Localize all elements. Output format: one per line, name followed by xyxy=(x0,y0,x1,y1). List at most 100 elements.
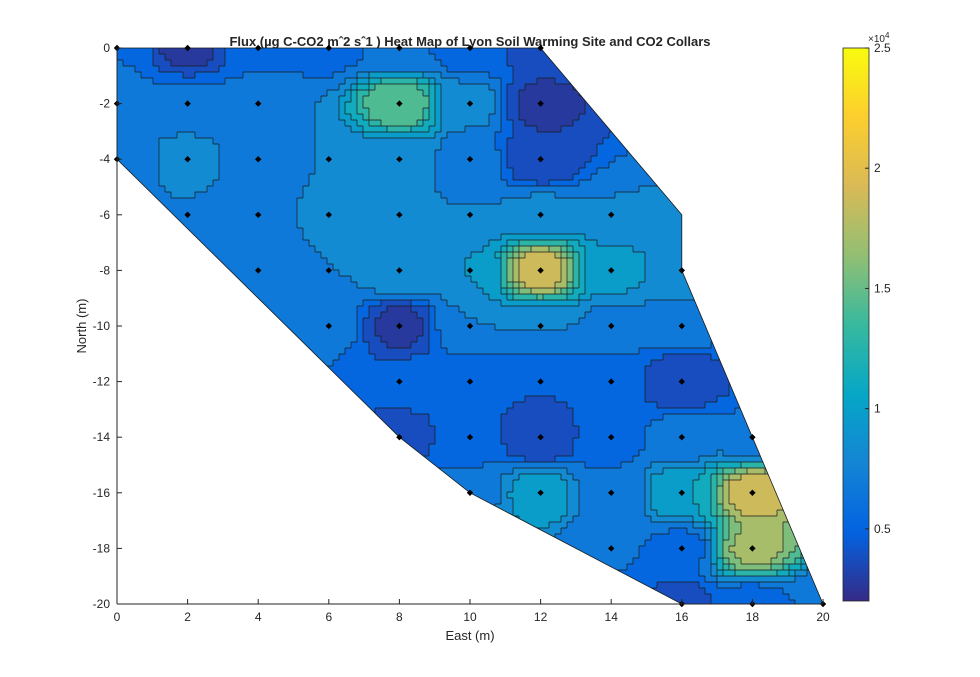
flux-cell xyxy=(213,228,220,235)
flux-cell xyxy=(291,270,298,277)
flux-cell xyxy=(549,138,556,145)
flux-cell xyxy=(651,90,658,97)
flux-cell xyxy=(213,144,220,151)
flux-cell xyxy=(603,108,610,115)
flux-cell xyxy=(297,72,304,79)
flux-cell xyxy=(687,252,694,259)
flux-cell xyxy=(399,192,406,199)
flux-cell xyxy=(783,252,790,259)
flux-cell xyxy=(273,66,280,73)
flux-cell xyxy=(243,174,250,181)
flux-cell xyxy=(585,84,592,91)
flux-cell xyxy=(363,222,370,229)
flux-cell xyxy=(375,150,382,157)
flux-cell xyxy=(297,246,304,253)
flux-cell xyxy=(201,300,208,307)
flux-cell xyxy=(657,228,664,235)
flux-cell xyxy=(267,156,274,163)
flux-cell xyxy=(513,138,520,145)
flux-cell xyxy=(279,216,286,223)
flux-cell xyxy=(543,180,550,187)
flux-cell xyxy=(273,180,280,187)
flux-cell xyxy=(291,84,298,91)
flux-cell xyxy=(315,108,322,115)
flux-cell xyxy=(657,78,664,85)
flux-cell xyxy=(615,180,622,187)
flux-cell xyxy=(303,216,310,223)
flux-cell xyxy=(651,72,658,79)
flux-cell xyxy=(327,180,334,187)
flux-cell xyxy=(819,48,823,55)
flux-cell xyxy=(525,54,532,61)
flux-cell xyxy=(741,102,748,109)
flux-cell xyxy=(411,126,418,133)
flux-cell xyxy=(279,108,286,115)
flux-cell xyxy=(789,210,796,217)
flux-cell xyxy=(759,144,766,151)
flux-cell xyxy=(693,78,700,85)
flux-cell xyxy=(303,78,310,85)
flux-cell xyxy=(507,180,514,187)
flux-cell xyxy=(543,174,550,181)
flux-cell xyxy=(537,54,544,61)
flux-cell xyxy=(435,126,442,133)
flux-cell xyxy=(711,276,718,283)
flux-cell xyxy=(621,192,628,199)
flux-cell xyxy=(771,270,778,277)
flux-cell xyxy=(735,78,742,85)
flux-cell xyxy=(321,156,328,163)
flux-cell xyxy=(615,66,622,73)
flux-cell xyxy=(693,180,700,187)
flux-cell xyxy=(765,288,772,295)
flux-cell xyxy=(477,258,484,265)
flux-cell xyxy=(735,132,742,139)
flux-cell xyxy=(741,96,748,103)
flux-cell xyxy=(375,216,382,223)
flux-cell xyxy=(687,228,694,235)
flux-cell xyxy=(195,198,202,205)
flux-cell xyxy=(603,90,610,97)
flux-cell xyxy=(219,126,226,133)
flux-cell xyxy=(129,222,136,229)
flux-cell xyxy=(687,102,694,109)
flux-cell xyxy=(195,60,202,67)
flux-cell xyxy=(159,216,166,223)
flux-cell xyxy=(165,186,172,193)
flux-cell xyxy=(777,78,784,85)
flux-cell xyxy=(615,72,622,79)
flux-cell xyxy=(213,300,220,307)
flux-cell xyxy=(615,120,622,127)
flux-cell xyxy=(495,48,502,55)
flux-cell xyxy=(705,240,712,247)
flux-cell xyxy=(561,180,568,187)
flux-cell xyxy=(339,60,346,67)
flux-cell xyxy=(813,84,820,91)
flux-cell xyxy=(807,198,814,205)
flux-cell xyxy=(813,186,820,193)
flux-cell xyxy=(333,72,340,79)
flux-cell xyxy=(159,132,166,139)
flux-cell xyxy=(567,96,574,103)
flux-cell xyxy=(699,132,706,139)
flux-cell xyxy=(813,294,820,301)
flux-cell xyxy=(723,204,730,211)
flux-cell xyxy=(171,108,178,115)
flux-cell xyxy=(585,144,592,151)
flux-cell xyxy=(351,294,358,301)
flux-cell xyxy=(327,60,334,67)
flux-cell xyxy=(363,144,370,151)
flux-cell xyxy=(645,228,652,235)
flux-cell xyxy=(645,168,652,175)
flux-cell xyxy=(705,222,712,229)
flux-cell xyxy=(753,138,760,145)
flux-cell xyxy=(549,258,556,265)
flux-cell xyxy=(117,198,124,205)
flux-cell xyxy=(753,114,760,121)
flux-cell xyxy=(189,78,196,85)
flux-cell xyxy=(513,132,520,139)
flux-cell xyxy=(819,234,823,241)
flux-cell xyxy=(297,180,304,187)
flux-cell xyxy=(543,240,550,247)
flux-cell xyxy=(189,162,196,169)
flux-cell xyxy=(525,258,532,265)
